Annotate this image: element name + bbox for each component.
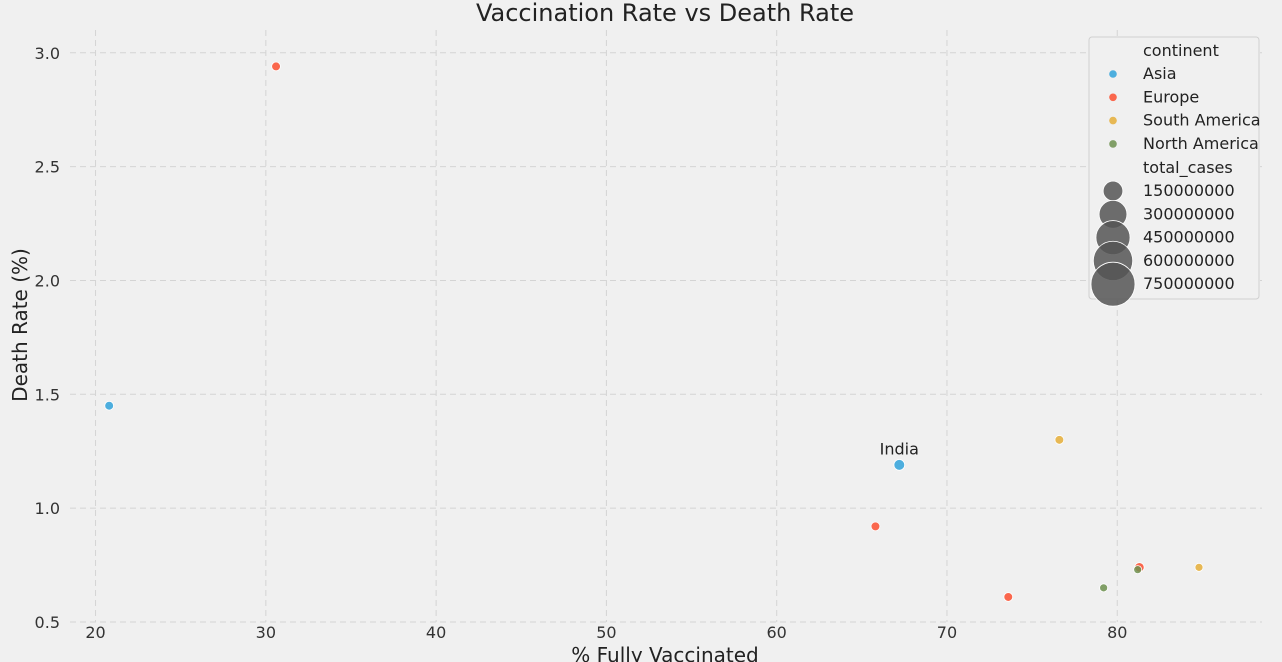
legend-marker (1109, 140, 1117, 148)
data-point (1194, 562, 1204, 572)
legend-label: Asia (1143, 64, 1177, 83)
y-tick-label: 1.5 (35, 385, 60, 404)
y-tick-label: 1.0 (35, 499, 60, 518)
legend: continent Asia Europe South America North A… (1088, 36, 1261, 307)
legend-size-label: 450000000 (1143, 228, 1235, 247)
legend-size-title: total_cases (1143, 158, 1233, 178)
x-tick-label: 70 (937, 623, 957, 642)
data-point (1003, 592, 1014, 602)
y-tick-label: 2.0 (35, 271, 60, 290)
data-point (1099, 583, 1109, 593)
legend-hue-title: continent (1143, 41, 1219, 60)
y-tick-label: 3.0 (35, 44, 60, 63)
legend-size-label: 600000000 (1143, 251, 1235, 270)
legend-marker (1109, 116, 1117, 125)
legend-size-marker (1102, 180, 1124, 202)
x-tick-label: 20 (85, 623, 105, 642)
legend-size-label: 750000000 (1143, 274, 1235, 293)
legend-size-entries: 150000000 300000000 450000000 600000000 7500… (1090, 180, 1235, 307)
legend-label: South America (1143, 111, 1261, 130)
x-tick-label: 30 (256, 623, 276, 642)
data-point (1054, 435, 1065, 445)
x-tick-label: 80 (1107, 623, 1127, 642)
x-tick-label: 60 (767, 623, 787, 642)
x-axis-label: % Fully Vaccinated (571, 643, 758, 662)
chart-title: Vaccination Rate vs Death Rate (476, 0, 854, 27)
y-tick-label: 0.5 (35, 613, 60, 632)
x-tick-label: 40 (426, 623, 446, 642)
point-annotation: India (880, 440, 919, 459)
data-point (1133, 565, 1143, 575)
data-point (870, 521, 881, 532)
legend-size-label: 150000000 (1143, 181, 1235, 200)
grid (70, 30, 1262, 623)
data-point (271, 61, 281, 72)
legend-hue-entries: Asia Europe South America North America (1109, 64, 1261, 153)
legend-frame (1088, 36, 1260, 300)
data-point (104, 400, 114, 411)
annotations: India (880, 440, 919, 459)
data-point (893, 459, 906, 471)
legend-label: Europe (1143, 87, 1199, 106)
legend-marker (1109, 93, 1117, 102)
legend-marker (1109, 70, 1117, 78)
legend-size-marker (1090, 261, 1136, 307)
y-axis-label: Death Rate (%) (8, 248, 32, 402)
x-tick-labels: 20 30 40 50 60 70 80 (85, 623, 1127, 642)
y-tick-labels: 0.5 1.0 1.5 2.0 2.5 3.0 (35, 44, 60, 632)
x-tick-label: 50 (596, 623, 616, 642)
y-tick-label: 2.5 (35, 158, 60, 177)
legend-size-label: 300000000 (1143, 204, 1235, 223)
legend-label: North America (1143, 134, 1259, 153)
data-points (104, 61, 1204, 602)
